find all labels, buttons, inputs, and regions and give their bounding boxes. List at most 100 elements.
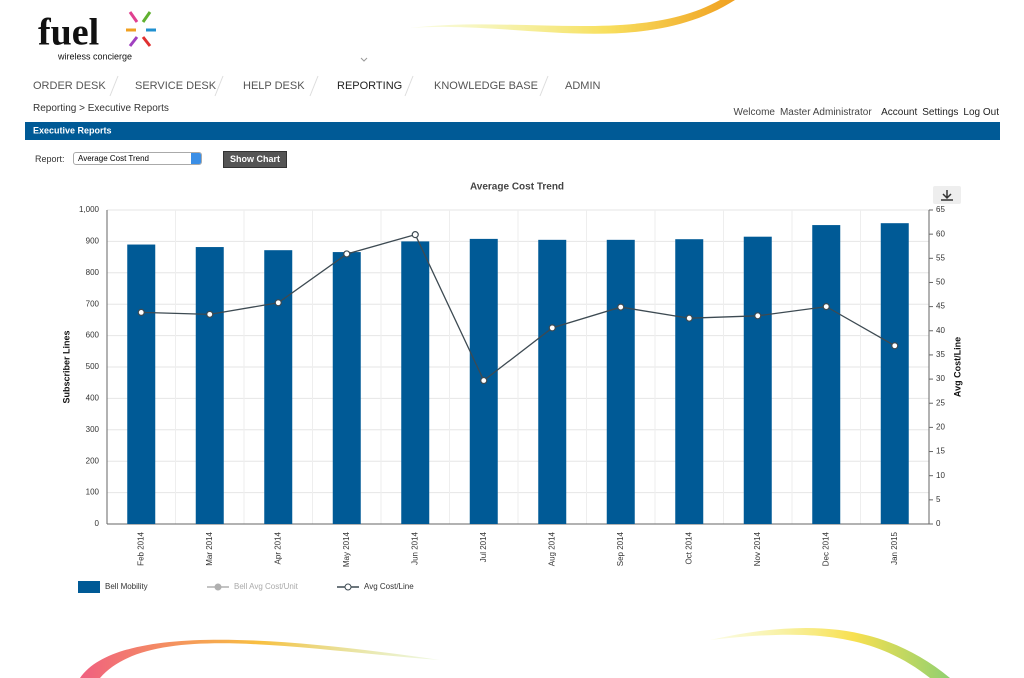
x-tick-label: Jan 2015 bbox=[890, 531, 899, 564]
x-tick-label: Mar 2014 bbox=[205, 531, 214, 565]
user-name: Master Administrator bbox=[779, 107, 872, 118]
y2-tick-label: 25 bbox=[936, 398, 945, 407]
y2-tick-label: 45 bbox=[936, 302, 945, 311]
report-label: Report: bbox=[35, 154, 65, 164]
line-marker bbox=[617, 303, 625, 311]
x-tick-label: Sep 2014 bbox=[616, 531, 625, 566]
x-tick-label: Aug 2014 bbox=[547, 531, 556, 566]
bar bbox=[264, 250, 293, 524]
nav-item[interactable]: SERVICE DESK bbox=[135, 80, 217, 92]
line bbox=[141, 233, 896, 382]
nav: ORDER DESK SERVICE DESK HELP DESK REPORTING… bbox=[0, 80, 1024, 94]
bar bbox=[675, 239, 704, 524]
x-tick-label: Dec 2014 bbox=[821, 531, 830, 566]
bar bbox=[812, 225, 841, 524]
logo-arrows bbox=[126, 11, 156, 47]
y2-tick-label: 15 bbox=[936, 447, 945, 456]
chevron bbox=[360, 57, 368, 62]
swoosh bbox=[80, 639, 440, 678]
y-tick-label: 700 bbox=[86, 299, 100, 308]
breadcrumb: Reporting > Executive Reports bbox=[33, 103, 169, 114]
bar bbox=[195, 247, 224, 524]
y-tick-label: 200 bbox=[86, 456, 100, 465]
x-tick-label: May 2014 bbox=[342, 531, 351, 567]
legend-swatch bbox=[78, 581, 100, 593]
bar bbox=[538, 239, 567, 524]
y2-tick-label: 0 bbox=[936, 519, 941, 528]
legend-label: Bell Avg Cost/Unit bbox=[234, 582, 299, 591]
bar bbox=[127, 244, 156, 524]
y-tick-label: 0 bbox=[95, 519, 100, 528]
y2-tick-label: 5 bbox=[936, 495, 941, 504]
bar bbox=[606, 239, 635, 524]
y-tick-label: 1,000 bbox=[79, 205, 100, 214]
chart: Average Cost Trend 010020030040050060070… bbox=[61, 182, 962, 593]
select-arrow bbox=[191, 153, 201, 164]
y-axis-label: Subscriber Lines bbox=[61, 330, 71, 403]
y2-tick-label: 30 bbox=[936, 374, 945, 383]
show-chart-button[interactable]: Show Chart bbox=[223, 151, 287, 168]
y2-tick-label: 35 bbox=[936, 350, 945, 359]
x-tick-label: Apr 2014 bbox=[273, 531, 282, 564]
chart-title: Average Cost Trend bbox=[470, 182, 564, 193]
line-marker bbox=[685, 314, 693, 322]
user-link[interactable]: Log Out bbox=[963, 107, 999, 118]
y-tick-label: 300 bbox=[86, 425, 100, 434]
y2-tick-label: 65 bbox=[936, 205, 945, 214]
y2-tick-label: 20 bbox=[936, 422, 945, 431]
legend-swatch bbox=[344, 583, 352, 591]
y2-tick-label: 10 bbox=[936, 471, 945, 480]
user-link[interactable]: Account bbox=[881, 107, 918, 118]
logo-brand: fuel bbox=[38, 12, 99, 54]
y2-tick-label: 60 bbox=[936, 229, 945, 238]
nav-item[interactable]: ADMIN bbox=[565, 80, 601, 92]
x-tick-label: Feb 2014 bbox=[136, 531, 145, 565]
legend-label: Avg Cost/Line bbox=[364, 582, 414, 591]
bar bbox=[401, 241, 430, 524]
x-tick-label: Oct 2014 bbox=[684, 531, 693, 564]
y2-tick-label: 40 bbox=[936, 326, 945, 335]
legend-swatch bbox=[214, 583, 222, 591]
user-menu: Welcome Master Administrator Account Setti… bbox=[728, 102, 999, 120]
line-marker bbox=[480, 376, 488, 385]
y2-axis-label: Avg Cost/Line bbox=[952, 337, 962, 397]
report-select[interactable]: Average Cost Trend bbox=[73, 152, 202, 165]
nav-item[interactable]: HELP DESK bbox=[243, 80, 305, 92]
x-tick-label: Jul 2014 bbox=[479, 531, 488, 562]
swoosh bbox=[410, 0, 735, 34]
y-tick-label: 500 bbox=[86, 362, 100, 371]
legend-label: Bell Mobility bbox=[105, 582, 148, 591]
swoosh bbox=[710, 627, 950, 678]
welcome: Welcome bbox=[733, 107, 775, 118]
y2-tick-label: 55 bbox=[936, 253, 945, 262]
line-marker bbox=[822, 303, 830, 311]
line-marker bbox=[343, 250, 351, 258]
line-marker bbox=[411, 231, 419, 239]
line-marker bbox=[548, 324, 556, 332]
y-tick-label: 600 bbox=[86, 331, 100, 340]
section-bar bbox=[25, 122, 1000, 140]
y2-tick-label: 50 bbox=[936, 278, 945, 287]
y-tick-label: 400 bbox=[86, 394, 100, 403]
nav-separators bbox=[109, 75, 549, 97]
y-tick-label: 100 bbox=[86, 488, 100, 497]
line-marker bbox=[137, 308, 145, 317]
line-marker bbox=[206, 310, 214, 318]
logo-tagline: wireless concierge bbox=[57, 51, 132, 61]
line-marker bbox=[891, 342, 899, 350]
nav-item[interactable]: ORDER DESK bbox=[33, 80, 106, 92]
user-link[interactable]: Settings bbox=[922, 107, 959, 118]
y-tick-label: 900 bbox=[86, 237, 100, 246]
download-icon[interactable] bbox=[933, 186, 961, 204]
x-tick-label: Jun 2014 bbox=[410, 531, 419, 564]
nav-item[interactable]: REPORTING bbox=[337, 80, 403, 92]
x-tick-label: Nov 2014 bbox=[753, 531, 762, 566]
bar bbox=[332, 252, 361, 524]
line-marker bbox=[754, 312, 762, 320]
bar bbox=[743, 236, 772, 524]
section-title: Executive Reports bbox=[33, 125, 112, 135]
bar bbox=[880, 223, 909, 525]
nav-item[interactable]: KNOWLEDGE BASE bbox=[434, 80, 538, 92]
